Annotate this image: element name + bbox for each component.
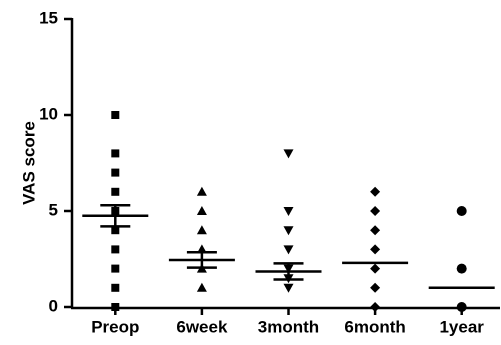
point — [283, 149, 294, 159]
point — [111, 149, 120, 158]
point — [283, 283, 294, 293]
point — [283, 245, 294, 255]
point — [283, 207, 294, 216]
x-tick-label: 1year — [439, 317, 484, 336]
point — [111, 168, 120, 177]
point — [456, 263, 467, 274]
point — [456, 206, 467, 216]
x-tick-label: 6week — [176, 317, 228, 336]
point — [196, 186, 207, 196]
point — [370, 225, 381, 236]
point — [196, 282, 207, 292]
point — [196, 206, 207, 215]
point — [111, 283, 120, 292]
point — [370, 244, 381, 255]
point — [370, 282, 381, 293]
point — [370, 263, 381, 274]
x-tick-label: Preop — [91, 317, 139, 336]
point — [111, 303, 120, 311]
point — [370, 302, 381, 312]
point — [370, 206, 381, 216]
point — [370, 186, 381, 197]
point — [111, 226, 120, 235]
point — [111, 245, 120, 254]
y-tick-label: 10 — [39, 104, 58, 123]
point — [196, 225, 207, 235]
point — [283, 226, 294, 236]
y-tick-label: 15 — [39, 8, 58, 27]
y-tick-label: 0 — [49, 296, 58, 315]
x-tick-label: 6month — [344, 317, 405, 336]
point — [111, 111, 120, 119]
y-axis-label: VAS score — [19, 121, 38, 205]
point — [111, 187, 120, 196]
point — [111, 264, 120, 273]
y-tick-label: 5 — [49, 200, 58, 219]
x-tick-label: 3month — [258, 317, 319, 336]
point — [456, 302, 467, 312]
